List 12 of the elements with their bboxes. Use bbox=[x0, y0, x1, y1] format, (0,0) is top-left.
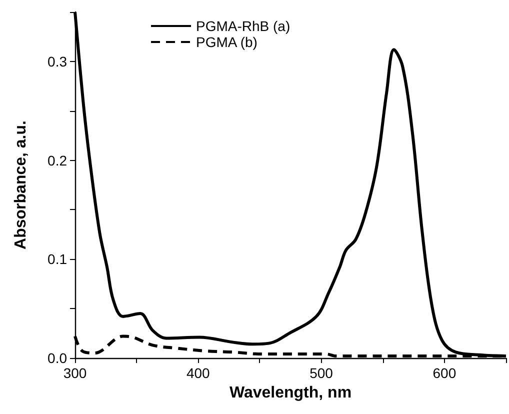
y-axis-title: Absorbance, a.u. bbox=[12, 120, 30, 250]
x-axis-title: Wavelength, nm bbox=[229, 384, 352, 402]
x-tick-label: 300 bbox=[63, 365, 87, 381]
legend-label: PGMA (b) bbox=[196, 34, 258, 50]
y-tick-label: 0.3 bbox=[48, 53, 68, 70]
x-tick-label: 600 bbox=[432, 365, 456, 381]
x-tick-label: 500 bbox=[310, 365, 334, 381]
y-tick-label: 0.2 bbox=[48, 152, 68, 168]
x-tick-label: 400 bbox=[186, 365, 210, 381]
legend-label: PGMA-RhB (a) bbox=[196, 18, 290, 34]
y-tick-label: 0.0 bbox=[48, 350, 68, 366]
y-tick-label: 0.1 bbox=[48, 251, 68, 268]
